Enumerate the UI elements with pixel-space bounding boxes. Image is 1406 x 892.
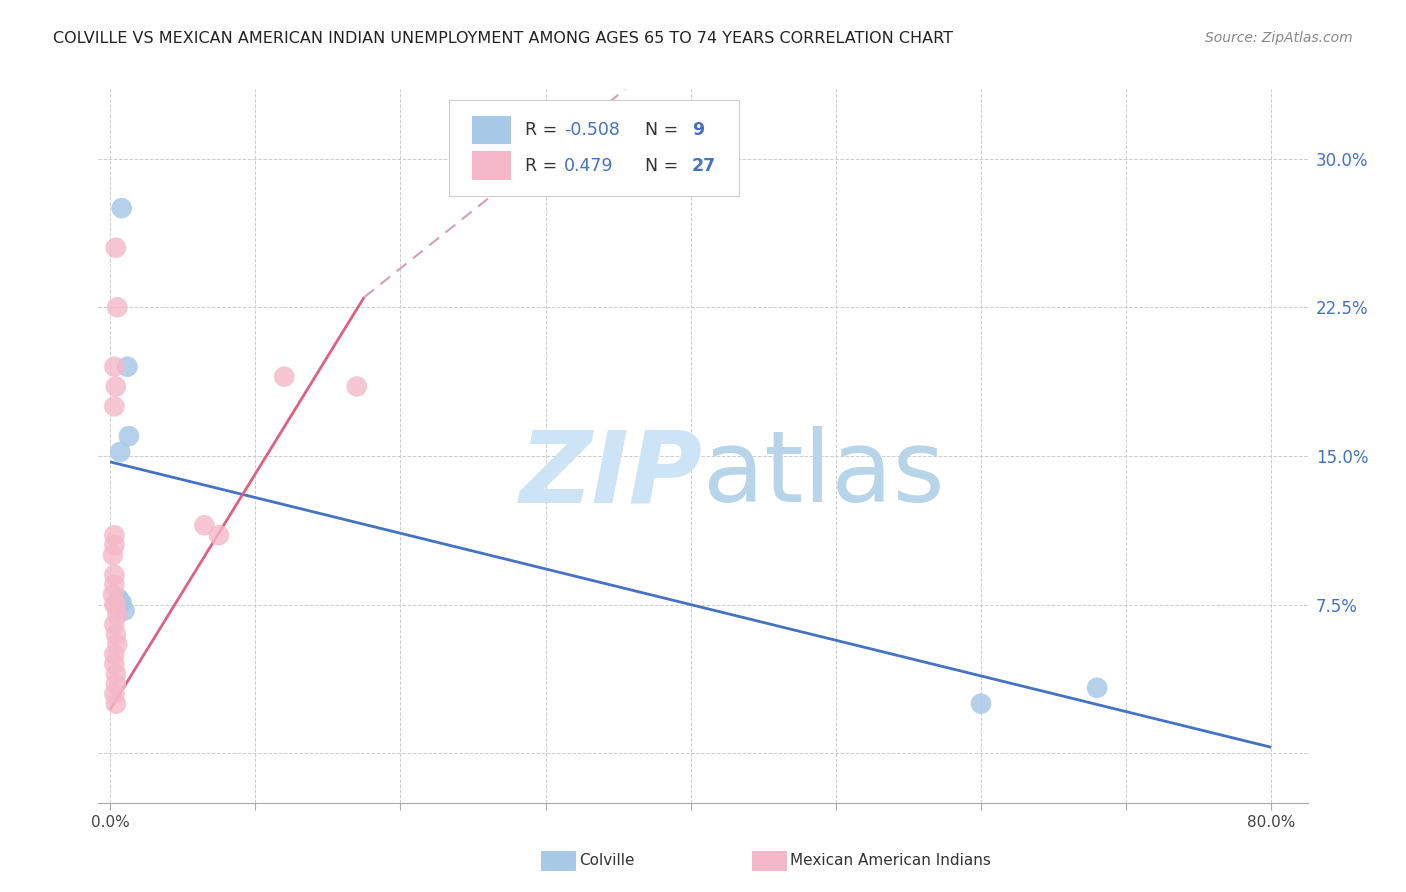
Text: R =: R = [526, 121, 562, 139]
Text: Colville: Colville [579, 854, 634, 868]
Point [105, 300, 128, 314]
Point [970, 697, 993, 711]
Point [114, 603, 136, 617]
Point [101, 588, 124, 602]
Point [117, 359, 139, 374]
Point [103, 528, 125, 542]
Point [111, 596, 134, 610]
Point [104, 379, 127, 393]
Text: N =: N = [634, 121, 683, 139]
Point [108, 445, 131, 459]
Text: 0.479: 0.479 [564, 157, 613, 175]
Point [107, 591, 129, 606]
Text: Source: ZipAtlas.com: Source: ZipAtlas.com [1205, 31, 1353, 45]
Text: 9: 9 [692, 121, 704, 139]
Text: -0.508: -0.508 [564, 121, 620, 139]
Point [103, 359, 125, 374]
Point [103, 598, 125, 612]
Bar [472, 152, 510, 180]
Point [103, 538, 125, 552]
Point [111, 201, 134, 215]
Point [103, 578, 125, 592]
Point [104, 627, 127, 641]
Text: ZIP: ZIP [520, 426, 703, 523]
Point [1085, 681, 1108, 695]
FancyBboxPatch shape [449, 100, 740, 196]
Point [105, 637, 128, 651]
Text: COLVILLE VS MEXICAN AMERICAN INDIAN UNEMPLOYMENT AMONG AGES 65 TO 74 YEARS CORRE: COLVILLE VS MEXICAN AMERICAN INDIAN UNEM… [53, 31, 953, 46]
Bar [472, 116, 510, 145]
Text: atlas: atlas [703, 426, 945, 523]
Point [103, 400, 125, 414]
Point [208, 528, 231, 542]
Text: N =: N = [634, 157, 683, 175]
Text: R =: R = [526, 157, 568, 175]
Point [103, 617, 125, 632]
Point [101, 548, 124, 562]
Text: Mexican American Indians: Mexican American Indians [790, 854, 991, 868]
Point [103, 687, 125, 701]
Point [193, 518, 215, 533]
Point [103, 567, 125, 582]
Point [273, 369, 295, 384]
Point [103, 657, 125, 671]
Point [104, 598, 127, 612]
Point [104, 697, 127, 711]
Point [104, 241, 127, 255]
Point [118, 429, 141, 443]
Point [105, 607, 128, 622]
Point [104, 677, 127, 691]
Point [104, 667, 127, 681]
Point [346, 379, 368, 393]
Text: 27: 27 [692, 157, 716, 175]
Point [103, 647, 125, 661]
